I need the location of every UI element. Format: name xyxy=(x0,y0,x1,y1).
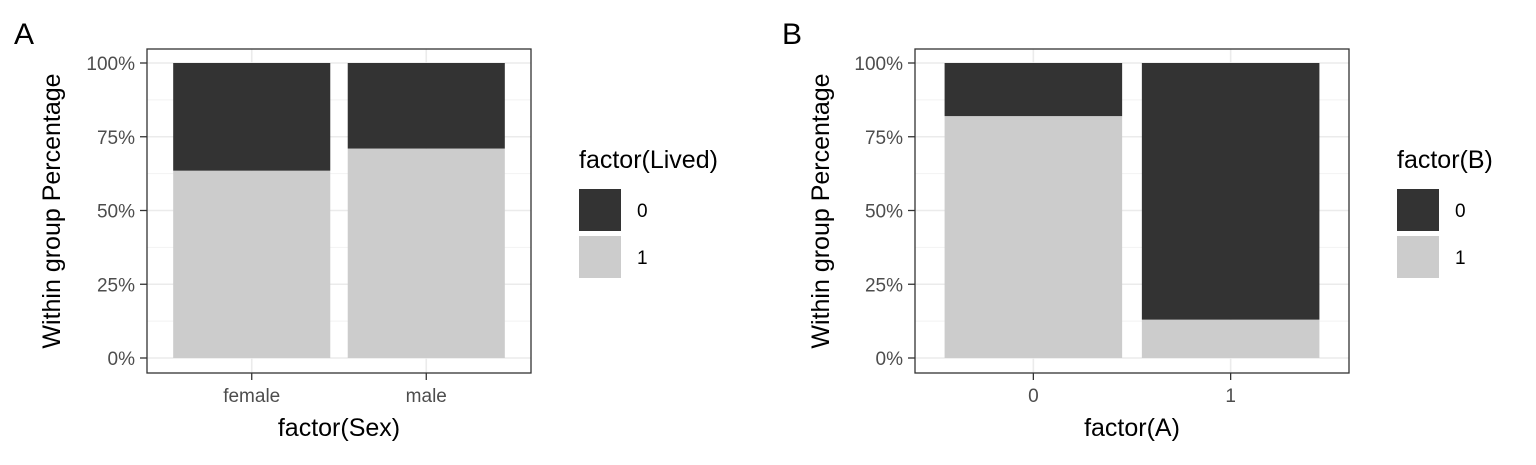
legend-key-0 xyxy=(1397,189,1439,231)
y-tick-label: 25% xyxy=(865,275,903,296)
y-tick-label: 75% xyxy=(97,128,135,149)
x-tick-label: 1 xyxy=(1225,386,1236,407)
bar-female-series-0 xyxy=(173,63,331,171)
legend: factor(B) 0 1 xyxy=(1397,146,1493,278)
y-tick-label: 100% xyxy=(86,54,135,75)
y-tick-label: 0% xyxy=(876,349,904,370)
panel-tag: A xyxy=(14,18,34,51)
legend-title: factor(B) xyxy=(1397,146,1493,174)
legend: factor(Lived) 0 1 xyxy=(579,146,718,278)
x-axis-title: factor(A) xyxy=(1084,414,1180,442)
y-tick-label: 50% xyxy=(97,202,135,223)
panel-tag: B xyxy=(782,18,802,51)
x-tick-label: female xyxy=(223,386,280,407)
legend-key-0 xyxy=(579,189,621,231)
y-axis-title: Within group Percentage xyxy=(807,73,835,348)
bar-female-series-1 xyxy=(173,170,331,358)
bar-0-series-1 xyxy=(944,116,1123,358)
bar-male-series-0 xyxy=(347,63,505,149)
y-tick-label: 25% xyxy=(97,275,135,296)
x-axis-title: factor(Sex) xyxy=(278,414,400,442)
x-tick-label: male xyxy=(406,386,447,407)
bar-0-series-0 xyxy=(944,63,1123,117)
y-tick-label: 100% xyxy=(854,54,903,75)
x-tick-label: 0 xyxy=(1028,386,1039,407)
panel-b: B 0% 25% 50% 75% 100% 0 1 factor(A) Within group … xyxy=(782,18,1493,442)
legend-key-1 xyxy=(1397,236,1439,278)
legend-title: factor(Lived) xyxy=(579,146,718,174)
bar-male-series-1 xyxy=(347,148,505,358)
bar-1-series-0 xyxy=(1141,63,1320,320)
y-axis-title: Within group Percentage xyxy=(38,73,66,348)
y-tick-label: 50% xyxy=(865,202,903,223)
legend-label: 1 xyxy=(1455,248,1466,269)
bar-1-series-1 xyxy=(1141,319,1320,358)
y-tick-label: 0% xyxy=(108,349,136,370)
panel-a: A 0% 25% 50% 75% 100% female male factor(Sex) Wit… xyxy=(14,18,718,442)
y-tick-label: 75% xyxy=(865,128,903,149)
legend-label: 1 xyxy=(637,248,648,269)
legend-key-1 xyxy=(579,236,621,278)
legend-label: 0 xyxy=(1455,201,1466,222)
legend-label: 0 xyxy=(637,201,648,222)
